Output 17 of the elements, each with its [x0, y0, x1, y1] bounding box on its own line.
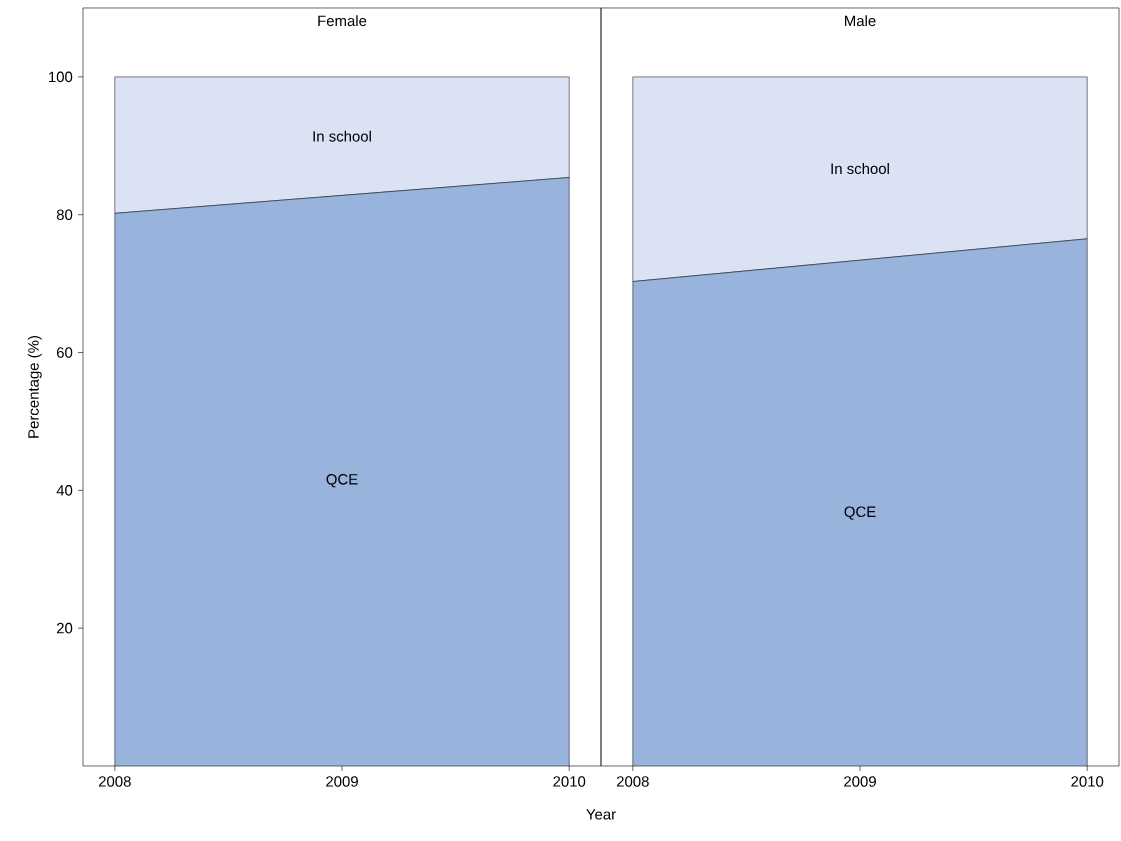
- x-tick-label: 2010: [553, 776, 586, 787]
- y-tick-label: 80: [56, 209, 73, 220]
- y-tick-label: 20: [56, 622, 73, 634]
- y-tick-label: 100: [49, 71, 73, 83]
- y-tick-label: 60: [56, 347, 73, 358]
- x-tick-label: 2008: [98, 776, 131, 787]
- x-axis-title: Year: [586, 809, 616, 820]
- series-label: QCE: [844, 506, 876, 520]
- y-axis-title: Percentage (%): [27, 336, 42, 438]
- x-tick-label: 2010: [1071, 776, 1104, 787]
- chart-title: Male: [845, 15, 876, 27]
- x-tick-label: 2008: [616, 776, 649, 787]
- chart-title: Female: [318, 15, 367, 27]
- series-label: QCE: [326, 474, 358, 488]
- x-tick-label: 2009: [326, 776, 358, 787]
- y-tick-label: 40: [56, 485, 73, 496]
- x-tick-label: 2009: [844, 776, 876, 787]
